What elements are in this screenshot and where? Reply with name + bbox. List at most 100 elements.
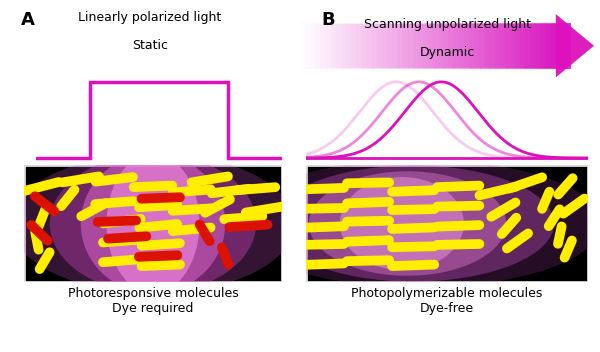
Bar xyxy=(557,23,562,69)
Ellipse shape xyxy=(107,154,199,293)
Bar xyxy=(377,23,382,69)
Bar xyxy=(386,23,391,69)
Bar xyxy=(479,24,484,68)
Bar xyxy=(371,24,377,68)
Text: Photoresponsive molecules
Dye required: Photoresponsive molecules Dye required xyxy=(68,287,238,315)
Ellipse shape xyxy=(340,177,464,270)
Bar xyxy=(499,23,503,69)
Bar xyxy=(316,24,320,68)
Bar xyxy=(510,24,515,68)
Bar xyxy=(520,24,525,68)
Bar xyxy=(449,23,454,69)
Bar xyxy=(454,24,458,68)
Ellipse shape xyxy=(81,154,225,293)
Ellipse shape xyxy=(50,154,256,293)
Bar xyxy=(336,23,341,69)
Bar xyxy=(392,24,397,68)
Bar xyxy=(448,24,454,68)
Bar xyxy=(481,23,485,69)
Bar xyxy=(562,23,566,69)
Bar xyxy=(515,24,520,68)
Text: Scanning unpolarized light: Scanning unpolarized light xyxy=(364,18,530,31)
Bar xyxy=(372,23,377,69)
Bar xyxy=(503,23,508,69)
Bar xyxy=(544,23,548,69)
Bar xyxy=(458,24,464,68)
Bar xyxy=(440,23,445,69)
Bar xyxy=(327,23,332,69)
Text: B: B xyxy=(321,11,335,29)
Bar xyxy=(331,24,336,68)
Bar xyxy=(399,23,404,69)
Bar xyxy=(300,24,305,68)
Bar xyxy=(428,24,433,68)
Bar xyxy=(512,23,517,69)
Bar xyxy=(413,23,418,69)
Bar xyxy=(508,23,512,69)
Bar xyxy=(345,23,350,69)
Bar xyxy=(305,24,310,68)
Bar xyxy=(332,23,337,69)
Bar xyxy=(314,23,319,69)
Bar xyxy=(300,23,305,69)
Bar xyxy=(382,24,387,68)
Bar xyxy=(320,24,326,68)
Text: Static: Static xyxy=(132,39,168,52)
Ellipse shape xyxy=(235,159,600,287)
Bar xyxy=(435,23,440,69)
Bar xyxy=(422,23,427,69)
Bar xyxy=(458,23,463,69)
Bar xyxy=(423,24,428,68)
Bar xyxy=(387,24,392,68)
Bar xyxy=(530,24,535,68)
Bar xyxy=(407,24,413,68)
Bar xyxy=(341,23,346,69)
Bar xyxy=(521,23,526,69)
Bar xyxy=(539,23,544,69)
Bar xyxy=(368,23,373,69)
Bar xyxy=(363,23,368,69)
Bar xyxy=(431,23,436,69)
Bar xyxy=(489,24,494,68)
Bar xyxy=(310,24,316,68)
Bar xyxy=(517,23,521,69)
Bar xyxy=(346,24,351,68)
Bar xyxy=(462,23,467,69)
Bar xyxy=(494,23,499,69)
Bar xyxy=(472,23,476,69)
Bar xyxy=(395,23,400,69)
Bar xyxy=(500,24,505,68)
Bar xyxy=(551,24,556,68)
Bar xyxy=(474,24,479,68)
Text: Linearly polarized light: Linearly polarized light xyxy=(79,11,221,24)
Bar xyxy=(413,24,418,68)
Bar xyxy=(377,24,382,68)
Bar xyxy=(326,24,331,68)
Bar xyxy=(426,23,431,69)
Bar xyxy=(548,23,553,69)
Bar xyxy=(467,23,472,69)
Bar xyxy=(443,24,448,68)
Bar xyxy=(525,24,530,68)
Bar xyxy=(526,23,530,69)
Bar xyxy=(356,24,361,68)
Bar xyxy=(530,23,535,69)
Bar xyxy=(305,23,310,69)
Bar xyxy=(438,24,443,68)
Bar xyxy=(469,24,474,68)
Bar xyxy=(397,24,403,68)
Bar xyxy=(381,23,386,69)
Ellipse shape xyxy=(272,165,554,282)
Bar xyxy=(444,23,449,69)
Bar xyxy=(453,23,458,69)
Bar xyxy=(566,23,571,69)
Bar xyxy=(404,23,409,69)
Text: Photopolymerizable molecules
Dye-free: Photopolymerizable molecules Dye-free xyxy=(352,287,542,315)
Ellipse shape xyxy=(11,154,295,293)
Bar xyxy=(541,24,545,68)
Bar xyxy=(485,23,490,69)
Bar xyxy=(545,24,551,68)
Bar xyxy=(403,24,407,68)
Polygon shape xyxy=(556,14,594,77)
Bar xyxy=(361,24,367,68)
